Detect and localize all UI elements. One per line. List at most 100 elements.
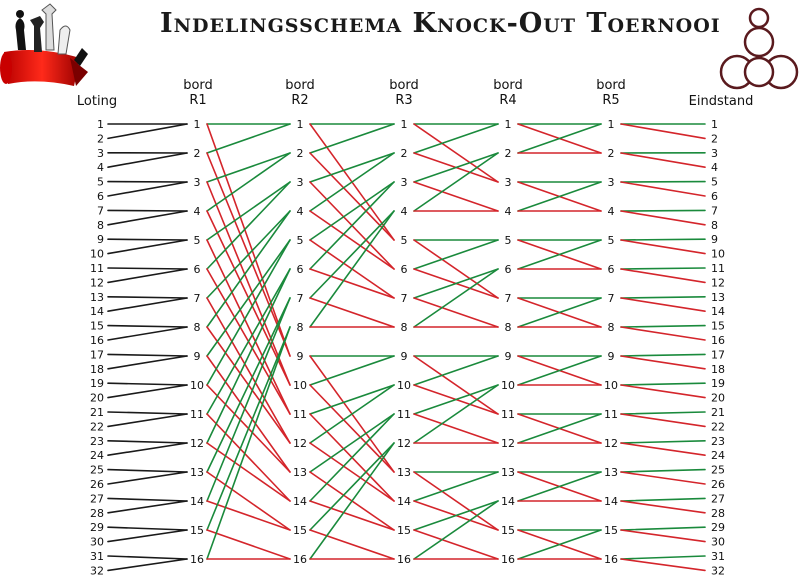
board-number-r5: 7 bbox=[608, 292, 615, 305]
loser-link-final bbox=[620, 471, 706, 485]
loser-link-r2 bbox=[309, 500, 395, 531]
winner-link-r3 bbox=[413, 123, 499, 154]
winner-link-final bbox=[620, 267, 706, 270]
loser-link-final bbox=[620, 268, 706, 284]
loser-link-final bbox=[620, 384, 706, 399]
lottery-link bbox=[107, 529, 188, 543]
lottery-link bbox=[107, 413, 188, 428]
winner-link-r2 bbox=[309, 210, 395, 299]
final-place-number: 4 bbox=[711, 161, 718, 174]
header-round-2: bord R2 bbox=[278, 78, 322, 108]
lottery-number: 25 bbox=[90, 464, 104, 477]
loser-link-final bbox=[620, 239, 706, 255]
board-number-r1: 13 bbox=[190, 466, 204, 479]
lottery-link bbox=[107, 471, 188, 485]
final-place-number: 18 bbox=[711, 363, 725, 376]
final-place-number: 11 bbox=[711, 262, 725, 275]
winner-link-r3 bbox=[413, 500, 499, 560]
page-title: Indelingsschema Knock-Out Toernooi bbox=[160, 8, 721, 39]
header-eindstand-label: Eindstand bbox=[688, 94, 754, 109]
lottery-link bbox=[107, 123, 188, 140]
winner-link-final bbox=[620, 497, 706, 502]
winner-link-final bbox=[620, 295, 706, 299]
loser-link-final bbox=[620, 500, 706, 514]
board-number-r2: 16 bbox=[293, 553, 307, 566]
winner-link-r1 bbox=[206, 210, 291, 299]
lottery-link bbox=[107, 152, 188, 168]
header-bord-word: bord bbox=[596, 78, 626, 93]
lottery-number: 16 bbox=[90, 334, 104, 347]
final-place-number: 6 bbox=[711, 190, 718, 203]
board-number-r1: 8 bbox=[194, 321, 201, 334]
lottery-number: 12 bbox=[90, 276, 104, 289]
board-number-r2: 6 bbox=[297, 263, 304, 276]
board-number-r2: 1 bbox=[297, 118, 304, 131]
lottery-number: 32 bbox=[90, 564, 104, 577]
winner-link-r3 bbox=[413, 500, 499, 531]
lottery-link bbox=[107, 267, 188, 270]
lottery-number: 4 bbox=[97, 161, 104, 174]
header-round-4: bord R4 bbox=[486, 78, 530, 108]
lottery-number: 15 bbox=[90, 320, 104, 333]
header-round-1: bord R1 bbox=[176, 78, 220, 108]
lottery-number: 30 bbox=[90, 536, 104, 549]
winner-link-final bbox=[620, 238, 706, 241]
board-number-r4: 6 bbox=[505, 263, 512, 276]
lottery-link bbox=[107, 442, 188, 457]
final-place-number: 19 bbox=[711, 377, 725, 390]
board-number-r4: 14 bbox=[501, 495, 515, 508]
winner-link-r4 bbox=[517, 529, 602, 560]
winner-link-r2 bbox=[309, 442, 395, 560]
board-number-r1: 6 bbox=[194, 263, 201, 276]
board-number-r4: 3 bbox=[505, 176, 512, 189]
loser-link-r3 bbox=[413, 355, 499, 415]
winner-link-r4 bbox=[517, 471, 602, 502]
board-number-r4: 2 bbox=[505, 147, 512, 160]
lottery-link bbox=[107, 384, 188, 399]
winner-link-final bbox=[620, 324, 706, 328]
board-number-r5: 1 bbox=[608, 118, 615, 131]
lottery-link bbox=[107, 324, 188, 328]
winner-link-r3 bbox=[413, 152, 499, 183]
board-number-r5: 13 bbox=[604, 466, 618, 479]
winner-link-r2 bbox=[309, 152, 395, 212]
lottery-link bbox=[107, 558, 188, 572]
lottery-link bbox=[107, 411, 188, 415]
lottery-link bbox=[107, 439, 188, 444]
board-number-r5: 5 bbox=[608, 234, 615, 247]
winner-link-r1 bbox=[206, 181, 291, 270]
winner-link-r1 bbox=[206, 152, 291, 212]
winner-link-r1 bbox=[206, 268, 291, 415]
board-number-r1: 1 bbox=[194, 118, 201, 131]
winner-link-r4 bbox=[517, 297, 602, 328]
loser-link-final bbox=[620, 355, 706, 370]
board-number-r2: 2 bbox=[297, 147, 304, 160]
board-number-r1: 2 bbox=[194, 147, 201, 160]
board-number-r2: 10 bbox=[293, 379, 307, 392]
board-number-r4: 10 bbox=[501, 379, 515, 392]
lottery-link bbox=[107, 555, 188, 560]
winner-link-r4 bbox=[517, 413, 602, 444]
board-number-r2: 5 bbox=[297, 234, 304, 247]
board-number-r2: 15 bbox=[293, 524, 307, 537]
final-place-number: 21 bbox=[711, 406, 725, 419]
board-number-r4: 8 bbox=[505, 321, 512, 334]
loser-link-r2 bbox=[309, 210, 395, 270]
lottery-link bbox=[107, 500, 188, 514]
winner-link-final bbox=[620, 526, 706, 531]
loser-link-r2 bbox=[309, 297, 395, 328]
lottery-number: 22 bbox=[90, 420, 104, 433]
board-number-r2: 13 bbox=[293, 466, 307, 479]
final-place-number: 15 bbox=[711, 320, 725, 333]
board-number-r1: 3 bbox=[194, 176, 201, 189]
winner-link-r1 bbox=[206, 239, 291, 386]
final-place-number: 26 bbox=[711, 478, 725, 491]
lottery-number: 1 bbox=[97, 118, 104, 131]
winner-link-r2 bbox=[309, 181, 395, 241]
lottery-number: 28 bbox=[90, 507, 104, 520]
header-round-label: R3 bbox=[395, 93, 413, 108]
lottery-number: 10 bbox=[90, 248, 104, 261]
loser-link-r3 bbox=[413, 123, 499, 183]
